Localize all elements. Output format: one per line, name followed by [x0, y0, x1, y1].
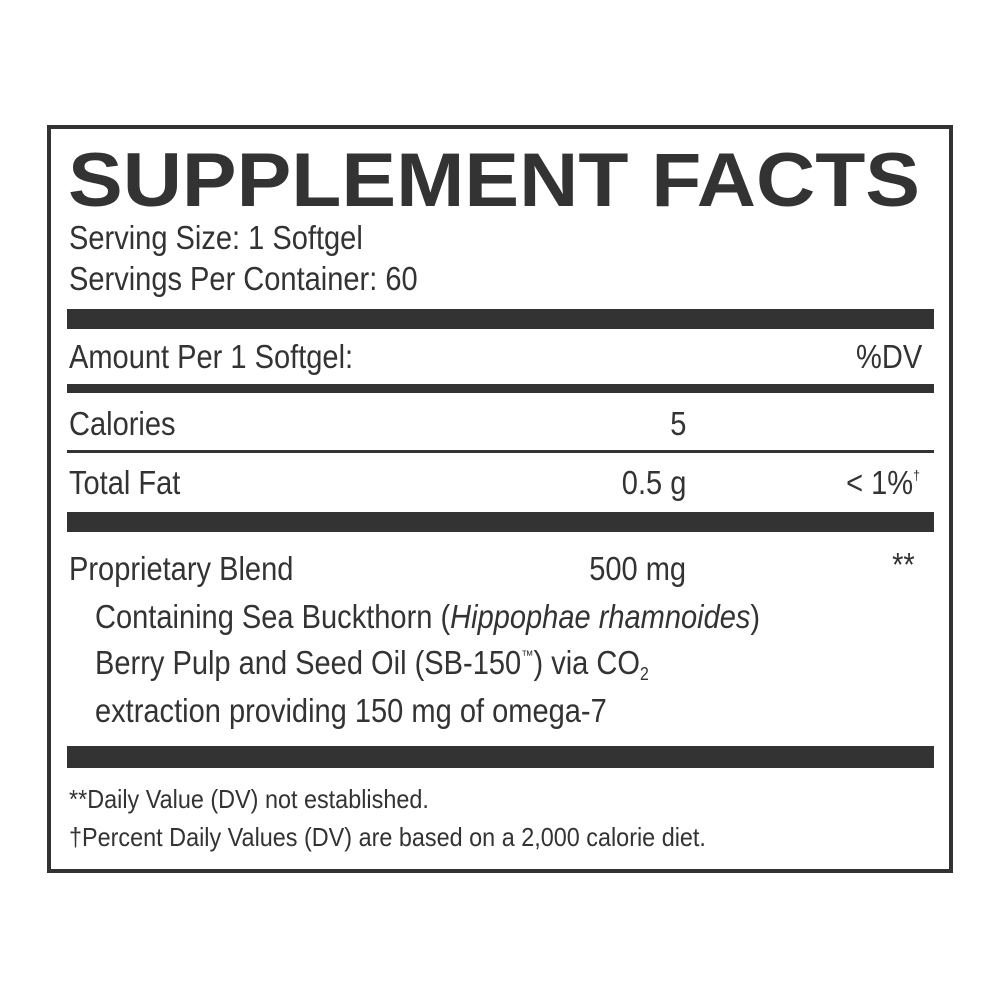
blend-text: ): [750, 598, 761, 635]
total-fat-dv-value: < 1%: [846, 464, 914, 501]
blend-description-line-2: Berry Pulp and Seed Oil (SB-150™) via CO…: [95, 646, 649, 683]
divider-thick: [67, 309, 934, 329]
row-total-fat-amount: 0.5 g: [621, 464, 686, 501]
row-blend-name: Proprietary Blend: [69, 550, 294, 587]
divider-thick: [67, 512, 934, 532]
blend-description-line-1: Containing Sea Buckthorn (Hippophae rham…: [95, 600, 760, 633]
footnote-mark: †: [69, 822, 83, 852]
footnote-dv-not-established: **Daily Value (DV) not established.: [69, 786, 429, 812]
footnote-text: Percent Daily Values (DV) are based on a…: [82, 822, 706, 852]
panel-title: SUPPLEMENT FACTS: [68, 140, 920, 215]
subscript-2: 2: [639, 664, 649, 684]
blend-text: Containing Sea Buckthorn (: [95, 598, 451, 635]
row-calories-name: Calories: [69, 405, 176, 442]
dagger-mark: †: [913, 467, 920, 483]
blend-text: Berry Pulp and Seed Oil (SB-150: [95, 644, 522, 681]
row-total-fat-name: Total Fat: [69, 464, 181, 501]
latin-name: Hippophae rhamnoides: [450, 598, 751, 635]
footnote-percent-dv: †Percent Daily Values (DV) are based on …: [69, 824, 706, 850]
divider-thick: [67, 746, 934, 768]
divider-thin: [67, 450, 934, 453]
row-blend-amount: 500 mg: [589, 550, 686, 587]
amount-per-serving-label: Amount Per 1 Softgel:: [69, 338, 354, 375]
row-calories-amount: 5: [669, 405, 686, 442]
trademark-mark: ™: [521, 647, 534, 663]
blend-text: ) via CO: [533, 644, 640, 681]
blend-description-line-3: extraction providing 150 mg of omega-7: [95, 692, 607, 729]
footnote-text: Daily Value (DV) not established.: [87, 784, 429, 814]
divider-medium: [67, 384, 934, 393]
footnote-mark: **: [69, 784, 88, 814]
row-blend-dv: **: [892, 546, 915, 583]
title-svg: SUPPLEMENT FACTS: [68, 140, 920, 215]
dv-header: %DV: [855, 338, 922, 375]
serving-size: Serving Size: 1 Softgel: [69, 219, 363, 256]
supplement-facts-panel: [47, 125, 953, 873]
servings-per-container: Servings Per Container: 60: [69, 260, 418, 297]
row-total-fat-dv: < 1%†: [846, 466, 920, 499]
